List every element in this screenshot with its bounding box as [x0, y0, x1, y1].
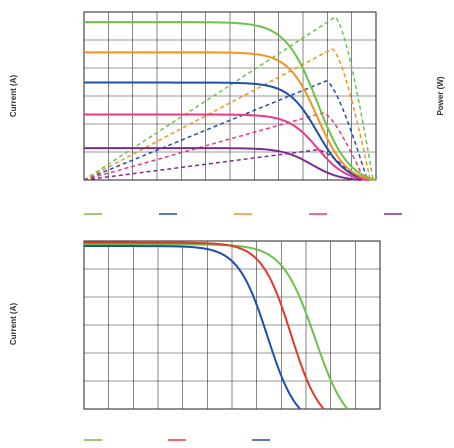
- power-curve-3: [83, 48, 371, 181]
- chart-1-power-curves: [83, 16, 374, 181]
- chart-1-y2-axis-label: Power (W): [436, 76, 445, 115]
- power-curve-1: [83, 16, 374, 181]
- iv-curve-4: [84, 113, 368, 181]
- power-curve-2: [83, 80, 368, 181]
- chart-1: Current (A) Power (W): [9, 11, 445, 215]
- chart-2-y-axis-label: Current (A): [9, 303, 18, 346]
- iv-curve-5: [84, 147, 362, 181]
- chart-2-grid: [84, 241, 380, 409]
- chart-1-y-axis-label: Current (A): [9, 75, 18, 118]
- iv-curve-1: [84, 21, 377, 181]
- chart-2: Current (A): [9, 240, 381, 441]
- chart-1-iv-curves: [84, 21, 377, 181]
- iv-curve-2: [84, 241, 325, 410]
- chart-1-grid: [84, 12, 376, 180]
- chart-2-iv-curves: [84, 241, 349, 410]
- iv-curve-2: [84, 81, 371, 181]
- iv-curve-3: [84, 245, 301, 410]
- iv-curve-3: [84, 51, 374, 181]
